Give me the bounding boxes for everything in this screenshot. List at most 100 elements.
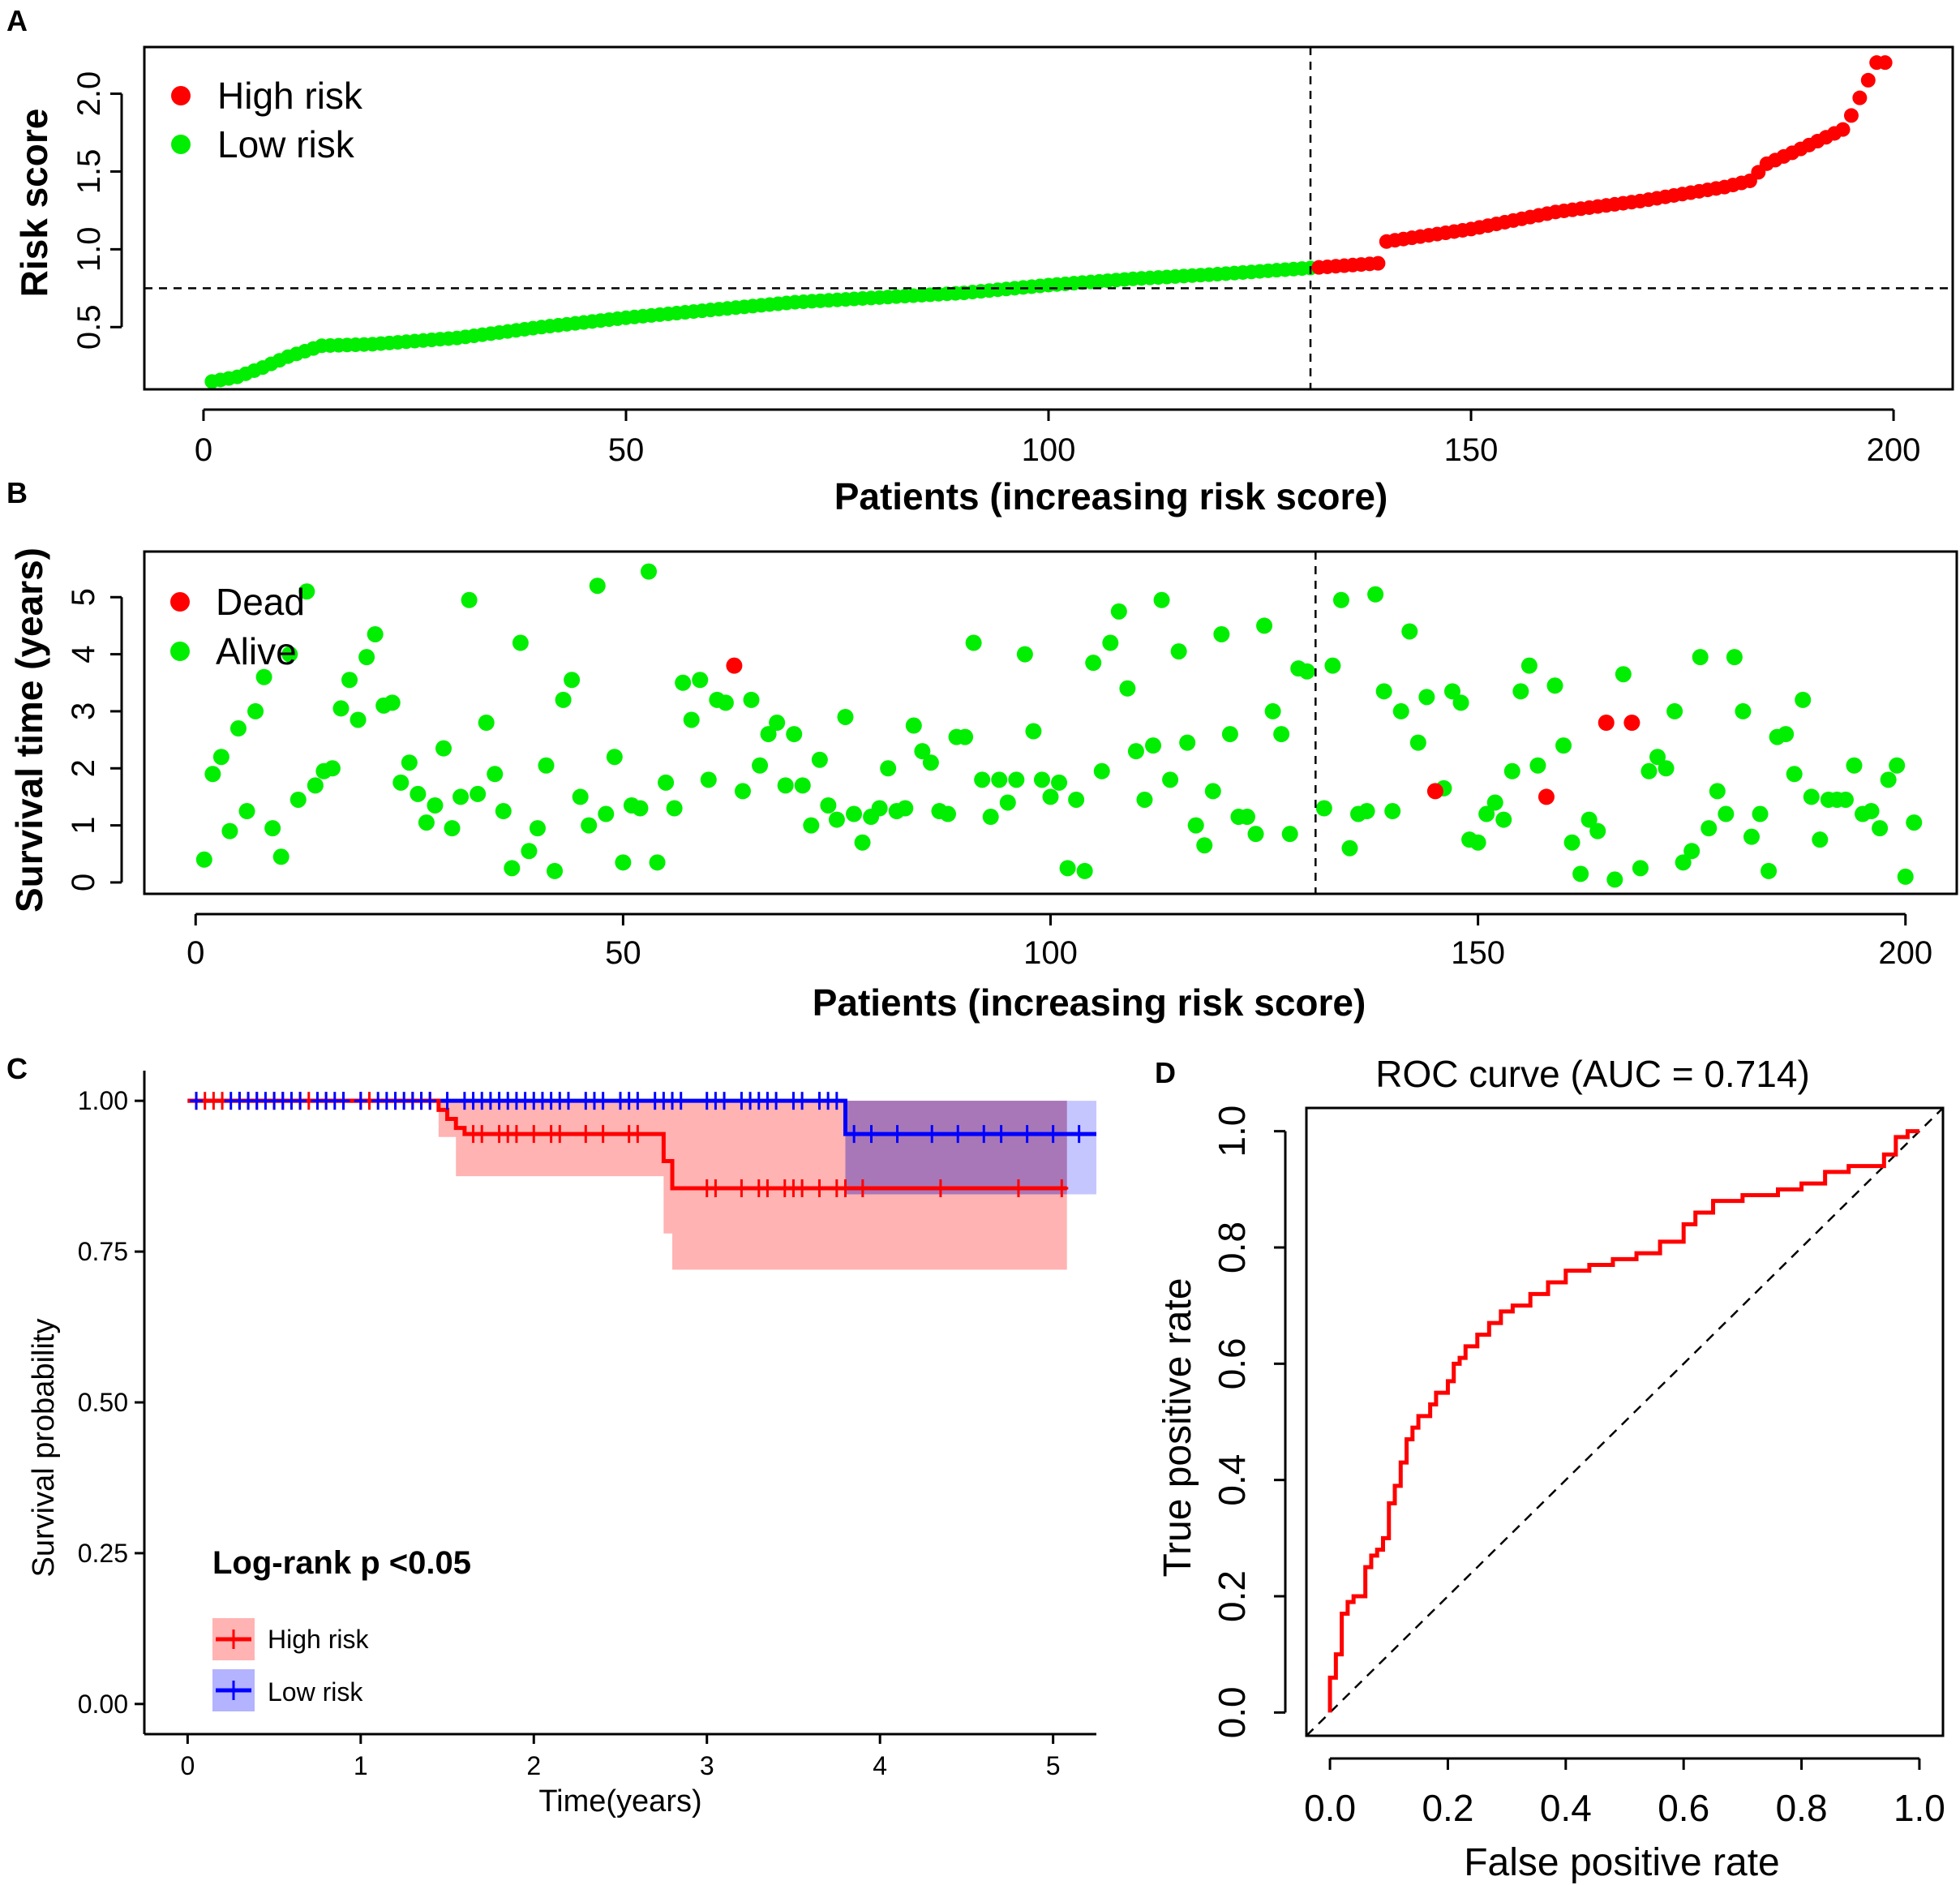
alive-patient-point	[401, 754, 418, 771]
alive-patient-point	[1110, 603, 1127, 620]
panel-a-x-tick-label: 100	[1022, 432, 1076, 468]
alive-patient-point	[1735, 702, 1752, 719]
alive-patient-point	[1452, 694, 1469, 711]
panel-c-x-tick-label: 2	[526, 1751, 541, 1780]
alive-patient-point	[555, 691, 572, 708]
alive-patient-point	[1743, 828, 1760, 845]
panel-b-letter: B	[6, 476, 28, 509]
alive-patient-point	[238, 803, 255, 820]
alive-patient-point	[212, 749, 229, 766]
alive-patient-point	[1872, 820, 1889, 837]
alive-patient-point	[504, 860, 521, 877]
alive-patient-point	[1367, 586, 1384, 603]
risk-score-point	[1370, 255, 1386, 271]
alive-patient-point	[828, 811, 845, 828]
panel-b-y-label: Survival time (years)	[8, 547, 50, 912]
dead-patient-point	[1598, 715, 1615, 731]
alive-patient-point	[1709, 783, 1726, 800]
alive-patient-point	[410, 785, 427, 802]
panel-a-dots	[204, 55, 1893, 389]
alive-patient-point	[289, 791, 307, 808]
alive-patient-point	[871, 800, 888, 817]
legend-high-risk-label: High risk	[217, 75, 363, 117]
legend-alive-marker	[170, 642, 190, 661]
panel-a-x-tick-label: 0	[195, 432, 212, 468]
alive-patient-point	[581, 817, 598, 834]
alive-patient-point	[538, 757, 555, 774]
panel-a-x-tick-label: 200	[1867, 432, 1921, 468]
panel-b-dots	[195, 563, 1923, 888]
alive-patient-point	[1102, 634, 1119, 651]
panel-b-x-tick-label: 150	[1451, 935, 1505, 971]
alive-patient-point	[939, 805, 956, 822]
panel-d-letter: D	[1155, 1056, 1176, 1089]
alive-patient-point	[615, 854, 632, 871]
alive-patient-point	[837, 708, 854, 725]
alive-patient-point	[1170, 643, 1187, 660]
alive-patient-point	[1068, 791, 1085, 808]
km-ci-overlap-band	[845, 1101, 1067, 1195]
alive-patient-point	[1683, 843, 1701, 860]
km-high-risk-curve	[187, 1098, 1067, 1191]
alive-patient-point	[606, 749, 623, 766]
alive-patient-point	[281, 646, 298, 663]
alive-patient-point	[427, 797, 444, 814]
panel-b-y-tick-label: 4	[66, 645, 101, 663]
legend-low-risk-marker	[171, 135, 191, 154]
panel-a-y-axis: 0.5 1.0 1.5 2.0	[71, 71, 123, 350]
dead-patient-point	[1538, 788, 1555, 805]
alive-patient-point	[1059, 860, 1076, 877]
roc-curve	[1327, 1129, 1919, 1713]
panel-d-plot-frame	[1305, 1106, 1945, 1737]
alive-patient-point	[1332, 591, 1349, 608]
alive-patient-point	[692, 672, 709, 689]
alive-patient-point	[1692, 649, 1709, 666]
alive-patient-point	[752, 757, 769, 774]
alive-patient-point	[1221, 726, 1238, 743]
alive-patient-point	[1486, 794, 1503, 811]
alive-patient-point	[1179, 734, 1196, 751]
panel-b-x-tick-label: 200	[1878, 935, 1932, 971]
alive-patient-point	[1606, 871, 1623, 888]
dead-patient-point	[1426, 783, 1443, 800]
alive-patient-point	[589, 578, 606, 595]
alive-patient-point	[521, 843, 538, 860]
panel-d-y-tick-label: 0.0	[1211, 1686, 1253, 1738]
alive-patient-point	[1495, 811, 1512, 828]
alive-patient-point	[332, 700, 350, 717]
alive-patient-point	[649, 854, 666, 871]
panel-a-x-tick-label: 50	[608, 432, 645, 468]
alive-patient-point	[452, 788, 470, 805]
panel-b-y-tick-label: 1	[66, 816, 101, 834]
alive-patient-point	[1580, 811, 1598, 828]
dead-patient-point	[726, 657, 743, 674]
alive-patient-point	[1666, 702, 1683, 719]
panel-c-bands	[187, 1101, 1096, 1270]
panel-a-y-tick-label: 1.5	[71, 149, 107, 195]
alive-patient-point	[1392, 702, 1409, 719]
alive-patient-point	[1520, 657, 1538, 674]
panel-d-x-axis: 0.0 0.2 0.4 0.6 0.8 1.0	[1304, 1757, 1945, 1829]
alive-patient-point	[734, 783, 751, 800]
alive-patient-point	[675, 674, 692, 691]
panel-b-y-axis: 0 1 2 3 4 5	[66, 588, 123, 891]
panel-a-y-tick-label: 2.0	[71, 71, 107, 117]
alive-patient-point	[1615, 666, 1632, 683]
alive-patient-point	[418, 814, 435, 831]
legend-km-high-label: High risk	[268, 1625, 369, 1654]
alive-patient-point	[666, 800, 683, 817]
alive-patient-point	[1315, 800, 1332, 817]
alive-patient-point	[1726, 649, 1743, 666]
panel-a: A 0 50 100 150 200 0.5 1.0 1.5 2.0 Patients (in…	[6, 4, 1954, 517]
alive-patient-point	[743, 691, 760, 708]
panel-d-y-axis: 0.0 0.2 0.4 0.6 0.8 1.0	[1211, 1106, 1287, 1738]
alive-patient-point	[922, 754, 939, 771]
alive-patient-point	[632, 800, 649, 817]
panel-c-x-tick-label: 3	[700, 1751, 714, 1780]
alive-patient-point	[1632, 860, 1649, 877]
alive-patient-point	[1846, 757, 1863, 774]
alive-patient-point	[1701, 820, 1718, 837]
alive-patient-point	[846, 805, 863, 822]
panel-c-x-tick-label: 5	[1046, 1751, 1061, 1780]
panel-b-x-axis: 0 50 100 150 200	[187, 912, 1932, 971]
